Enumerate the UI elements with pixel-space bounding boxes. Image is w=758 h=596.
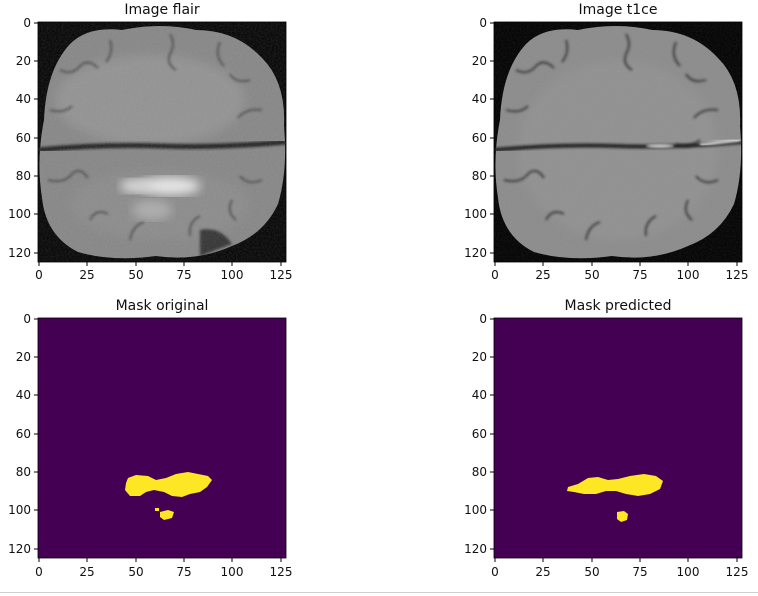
y-tick-label: 20: [472, 350, 487, 364]
mask-original-x-ticks: 0 25 50 75 100 125: [35, 558, 292, 579]
x-tick-label: 25: [535, 565, 550, 579]
mask-predicted-region: [567, 474, 663, 522]
panel-title-mask-predicted: Mask predicted: [565, 298, 672, 314]
x-tick-label: 125: [726, 565, 749, 579]
x-tick-label: 100: [677, 268, 700, 282]
x-tick-label: 50: [584, 268, 599, 282]
x-tick-label: 50: [584, 565, 599, 579]
x-tick-label: 0: [491, 268, 499, 282]
x-tick-label: 100: [677, 565, 700, 579]
y-tick-label: 100: [8, 207, 31, 221]
panel-title-flair: Image flair: [124, 2, 200, 18]
x-tick-label: 125: [270, 268, 293, 282]
x-tick-label: 0: [491, 565, 499, 579]
flair-y-ticks: 0 20 40 60 80 100 120: [8, 16, 38, 260]
output-divider: [0, 592, 758, 593]
x-tick-label: 50: [128, 268, 143, 282]
panel-title-mask-original: Mask original: [116, 298, 209, 314]
x-tick-label: 75: [176, 268, 191, 282]
y-tick-label: 80: [472, 465, 487, 479]
y-tick-label: 0: [23, 312, 31, 326]
flair-x-ticks: 0 25 50 75 100 125: [35, 262, 292, 282]
y-tick-label: 60: [472, 427, 487, 441]
y-tick-label: 80: [16, 465, 31, 479]
t1ce-y-ticks: 0 20 40 60 80 100 120: [464, 16, 494, 260]
y-tick-label: 40: [16, 92, 31, 106]
y-tick-label: 100: [8, 503, 31, 517]
t1ce-x-ticks: 0 25 50 75 100 125: [491, 262, 748, 282]
y-tick-label: 20: [472, 54, 487, 68]
y-tick-label: 0: [23, 16, 31, 30]
y-tick-label: 40: [16, 388, 31, 402]
y-tick-label: 80: [472, 169, 487, 183]
panel-title-t1ce: Image t1ce: [578, 2, 657, 18]
x-tick-label: 0: [35, 268, 43, 282]
x-tick-label: 25: [79, 565, 94, 579]
y-tick-label: 80: [16, 169, 31, 183]
x-tick-label: 75: [632, 565, 647, 579]
y-tick-label: 20: [16, 350, 31, 364]
panel-mask-predicted: Mask predicted 0 25 50 75 100 125 0 20 4…: [464, 298, 748, 579]
y-tick-label: 60: [16, 427, 31, 441]
y-tick-label: 40: [472, 388, 487, 402]
t1ce-image: [494, 22, 742, 262]
y-tick-label: 120: [8, 246, 31, 260]
y-tick-label: 120: [464, 542, 487, 556]
y-tick-label: 20: [16, 54, 31, 68]
x-tick-label: 125: [726, 268, 749, 282]
mask-original-region: [125, 472, 212, 520]
panel-flair: Image flair: [8, 2, 292, 282]
flair-image: [38, 22, 286, 262]
x-tick-label: 100: [221, 565, 244, 579]
mask-original-y-ticks: 0 20 40 60 80 100 120: [8, 312, 38, 556]
x-tick-label: 75: [632, 268, 647, 282]
panel-t1ce: Image t1ce: [464, 2, 748, 282]
y-tick-label: 60: [16, 131, 31, 145]
x-tick-label: 25: [535, 268, 550, 282]
mask-predicted-background: [494, 318, 742, 558]
x-tick-label: 50: [128, 565, 143, 579]
mask-predicted-y-ticks: 0 20 40 60 80 100 120: [464, 312, 494, 556]
panel-mask-original: Mask original 0 25 50 75 100 125 0 20 40…: [8, 298, 292, 579]
x-tick-label: 100: [221, 268, 244, 282]
y-tick-label: 120: [464, 246, 487, 260]
x-tick-label: 25: [79, 268, 94, 282]
x-tick-label: 0: [35, 565, 43, 579]
y-tick-label: 100: [464, 207, 487, 221]
mask-original-background: [38, 318, 286, 558]
x-tick-label: 125: [270, 565, 293, 579]
y-tick-label: 40: [472, 92, 487, 106]
y-tick-label: 0: [479, 16, 487, 30]
y-tick-label: 0: [479, 312, 487, 326]
mask-predicted-x-ticks: 0 25 50 75 100 125: [491, 558, 748, 579]
y-tick-label: 60: [472, 131, 487, 145]
y-tick-label: 100: [464, 503, 487, 517]
x-tick-label: 75: [176, 565, 191, 579]
y-tick-label: 120: [8, 542, 31, 556]
